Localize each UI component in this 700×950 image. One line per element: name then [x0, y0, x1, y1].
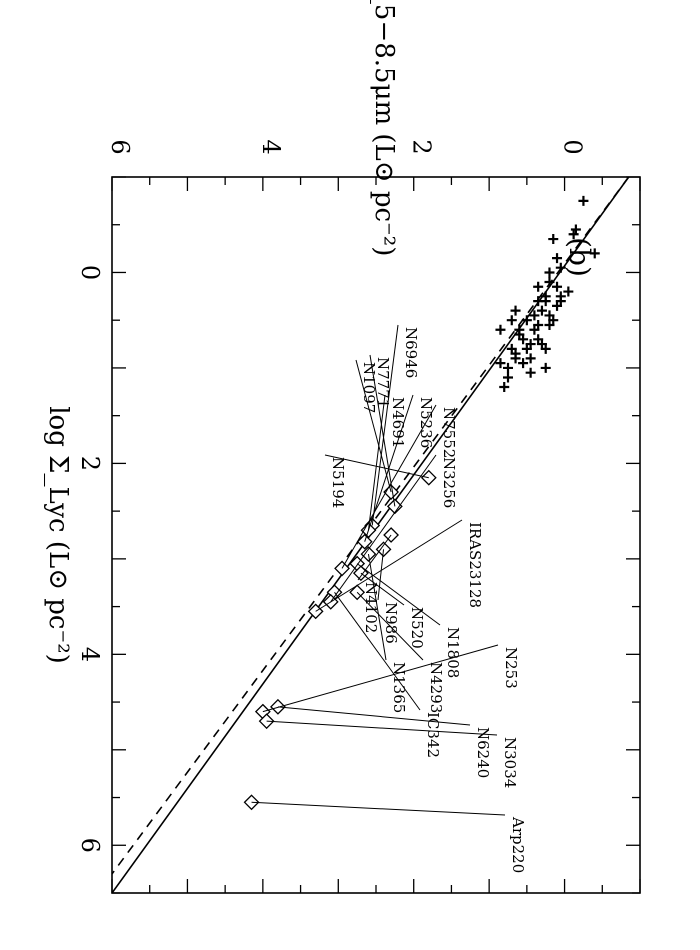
plus-point [510, 353, 521, 364]
point-label: N4691 [389, 397, 407, 448]
label-leader-line [356, 563, 441, 626]
label-leader-line [334, 591, 421, 711]
diamond-point [383, 527, 400, 543]
y-tick-label: 0 [559, 139, 587, 154]
point-label: N1808 [444, 627, 462, 678]
point-labels-group: N5194N1097N7771N6946N4691N5236N7552N3256… [251, 324, 527, 873]
point-label: IC342 [424, 712, 442, 758]
plus-point [544, 267, 555, 278]
x-tick-label: 0 [76, 265, 104, 280]
plus-point [506, 315, 517, 326]
plus-point [533, 319, 544, 330]
diamond-point [375, 541, 392, 558]
plus-point [503, 362, 513, 373]
plot-frame-group: 0 2 4 6 0 2 4 6 [76, 139, 641, 894]
label-leader-line [266, 720, 498, 736]
plus-point [540, 296, 551, 307]
point-label: N4293 [427, 662, 445, 713]
x-tick-label: 6 [76, 838, 104, 853]
plus-point [510, 305, 521, 316]
plus-point [521, 315, 532, 326]
panel-label: (b) [563, 237, 596, 277]
plus-point [552, 300, 563, 311]
plus-point [555, 291, 566, 302]
point-label: N253 [502, 647, 520, 689]
plus-point [503, 372, 513, 383]
label-leader-line [341, 404, 437, 569]
plus-point [552, 253, 563, 264]
point-label: IRAS23128 [466, 522, 484, 608]
plus-point [533, 281, 544, 292]
plus-point [548, 315, 559, 326]
plus-point [552, 281, 563, 292]
plus-point [570, 224, 581, 235]
point-label: N7771 [374, 357, 392, 408]
point-label: N3034 [501, 737, 519, 788]
point-label: N3256 [440, 457, 458, 508]
data-points-group [243, 195, 600, 811]
plus-point [548, 234, 559, 245]
plus-point [563, 286, 574, 297]
plus-point [578, 195, 589, 206]
plus-point [495, 358, 506, 369]
label-leader-line [367, 554, 387, 661]
label-leader-line [315, 519, 463, 612]
y-axis-label: log Σ_5−8.5μm (L⊙ pc⁻²) [369, 0, 399, 256]
label-leader-line [371, 324, 399, 526]
label-leader-line [369, 354, 396, 507]
label-leader-line [364, 394, 414, 542]
plus-point [495, 324, 506, 335]
label-leader-line [355, 359, 392, 493]
plus-point [540, 362, 551, 373]
diamond-point [356, 533, 373, 550]
point-label: N6240 [474, 727, 492, 778]
plus-point [518, 358, 529, 369]
plus-point [499, 382, 510, 393]
point-label: N1365 [390, 662, 408, 713]
plus-point [568, 229, 579, 240]
label-leader-line [356, 591, 424, 661]
plus-point [518, 334, 529, 345]
y-tick-label: 6 [106, 139, 134, 154]
plus-point [536, 305, 547, 316]
plus-point [589, 248, 600, 259]
point-label: N5194 [329, 457, 347, 508]
point-label: Arp220 [509, 816, 527, 873]
point-label: N7552 [440, 407, 458, 458]
plus-point [529, 310, 540, 321]
point-label: N986 [382, 602, 400, 644]
axis-labels-group: log Σ_5−8.5μm (L⊙ pc⁻²) log Σ_Lyc (L⊙ pc… [43, 0, 596, 664]
plus-point [525, 353, 536, 364]
point-label: N6946 [402, 327, 420, 378]
plus-point [506, 343, 517, 354]
plus-point [525, 367, 536, 378]
label-leader-line [324, 454, 429, 479]
plus-point [544, 277, 555, 288]
label-leader-line [330, 454, 437, 603]
diamond-point [360, 546, 377, 563]
label-leader-line [367, 394, 386, 531]
x-tick-label: 4 [76, 647, 104, 662]
plus-point [521, 343, 532, 354]
plus-point [514, 324, 525, 335]
plus-point [555, 262, 566, 273]
x-axis-label: log Σ_Lyc (L⊙ pc⁻²) [43, 406, 73, 664]
diamond-point [352, 565, 369, 582]
plot-frame [111, 176, 641, 894]
label-leader-line [360, 572, 405, 606]
label-leader-line [251, 801, 506, 816]
label-leader-line [277, 706, 471, 726]
y-tick-label: 4 [257, 139, 285, 154]
label-leader-line [377, 549, 385, 601]
plus-point [536, 339, 547, 350]
y-tick-label: 2 [408, 139, 436, 154]
label-leader-line [262, 644, 499, 713]
x-tick-label: 2 [76, 456, 104, 471]
point-label: N520 [408, 607, 426, 649]
label-leader-line [357, 534, 392, 581]
